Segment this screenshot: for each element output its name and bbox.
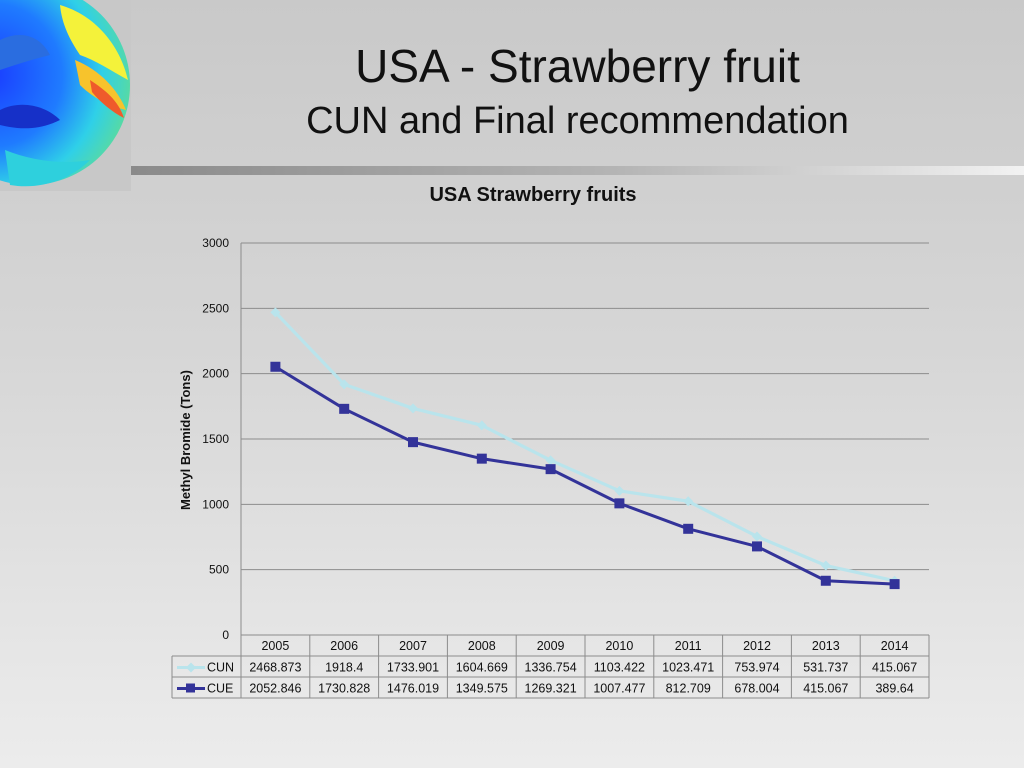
data-table-cell: 753.974 <box>734 661 779 675</box>
data-table-cell: 678.004 <box>734 682 779 696</box>
data-table-cell: 1269.321 <box>525 682 577 696</box>
y-tick-label: 2000 <box>202 367 229 381</box>
data-table-cell: 1103.422 <box>594 661 645 675</box>
slide-title: USA - Strawberry fruit <box>355 40 800 92</box>
data-table-cell: 415.067 <box>803 682 848 696</box>
x-category-label: 2006 <box>330 639 358 653</box>
data-point <box>820 560 831 571</box>
data-table: 2005 2006 2007 2008 2009 2010 2011 2012 2013 2014… <box>171 634 930 699</box>
data-table-cell: 1336.754 <box>525 661 577 675</box>
data-point <box>614 485 625 496</box>
title-divider <box>131 166 1024 175</box>
data-point <box>270 307 281 318</box>
slide-subtitle: CUN and Final recommendation <box>306 100 849 142</box>
x-category-label: 2013 <box>812 639 840 653</box>
y-tick-label: 2500 <box>202 301 229 315</box>
gridlines <box>240 242 929 635</box>
data-point <box>752 541 762 552</box>
data-point <box>683 496 694 507</box>
x-category-label: 2007 <box>399 639 427 653</box>
data-point <box>752 531 762 542</box>
data-point <box>408 403 418 414</box>
x-category-label: 2010 <box>605 639 633 653</box>
data-point <box>545 455 556 466</box>
data-table-cell: 531.737 <box>803 661 848 675</box>
data-table-cell: 1918.4 <box>325 661 363 675</box>
globe-logo-image <box>0 0 131 191</box>
data-point <box>683 523 694 534</box>
data-table-cell: 1604.669 <box>456 661 508 675</box>
data-point <box>614 498 625 509</box>
data-table-cell: 1730.828 <box>318 682 370 696</box>
y-tick-label: 1500 <box>202 432 229 446</box>
legend-series-name: CUE <box>207 682 233 696</box>
data-table-cell: 2468.873 <box>249 661 301 675</box>
legend-key-marker <box>186 662 196 673</box>
data-point <box>889 579 900 590</box>
data-point <box>545 464 556 475</box>
series-line-cue <box>274 365 895 586</box>
data-table-cell: 415.067 <box>872 661 917 675</box>
data-point <box>339 403 350 414</box>
x-category-label: 2008 <box>468 639 496 653</box>
y-tick-labels: 0 500 1000 1500 2000 2500 3000 <box>202 236 229 642</box>
chart-title: USA Strawberry fruits <box>429 184 636 206</box>
data-point <box>476 420 487 431</box>
data-table-cell: 1349.575 <box>456 682 508 696</box>
data-table-cell: 1007.477 <box>593 682 645 696</box>
data-table-cell: 2052.846 <box>249 682 301 696</box>
data-point <box>270 361 281 372</box>
x-category-label: 2009 <box>537 639 565 653</box>
data-point <box>339 379 350 390</box>
series-lines <box>270 307 900 590</box>
data-point <box>408 437 418 448</box>
x-category-label: 2011 <box>675 639 702 653</box>
y-tick-label: 1000 <box>202 497 229 511</box>
y-axis-label: Methyl Bromide (Tons) <box>178 370 193 510</box>
data-point <box>476 453 487 464</box>
data-table-cell: 389.64 <box>875 682 913 696</box>
data-table-cell: 1733.901 <box>387 661 439 675</box>
data-table-cell: 812.709 <box>666 682 711 696</box>
y-tick-label: 0 <box>222 628 229 642</box>
x-category-label: 2005 <box>261 639 289 653</box>
legend-key-marker <box>186 683 195 693</box>
x-category-label: 2014 <box>881 639 909 653</box>
y-tick-label: 500 <box>209 563 229 577</box>
y-tick-label: 3000 <box>202 236 229 250</box>
data-table-cell: 1476.019 <box>387 682 439 696</box>
data-table-cell: 1023.471 <box>662 661 714 675</box>
x-category-label: 2012 <box>743 639 771 653</box>
data-point <box>820 575 831 586</box>
series-line-cun <box>274 311 895 583</box>
legend-series-name: CUN <box>207 661 234 675</box>
